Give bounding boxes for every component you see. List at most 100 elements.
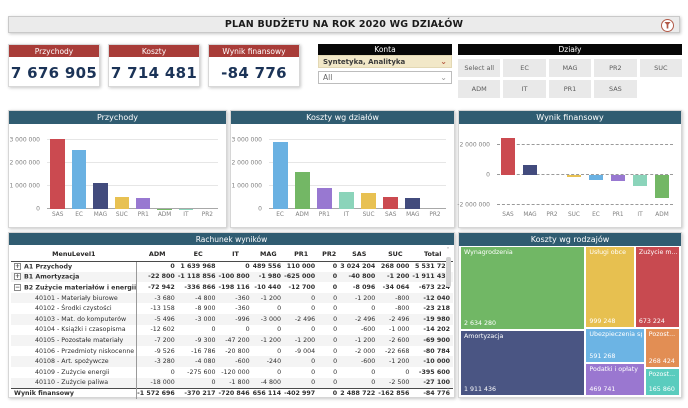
column-header-pr2[interactable]: PR2: [318, 247, 341, 262]
table-row[interactable]: 40110 - Zużycie paliwa -18 000 0 -1 800 -4 8…: [11, 377, 454, 389]
column-header-mag[interactable]: MAG: [252, 247, 285, 262]
bar-it[interactable]: [338, 192, 354, 209]
bar-it[interactable]: [632, 174, 648, 186]
treemap-label: Podatki i opłaty: [589, 366, 638, 373]
cell-value: 0: [211, 379, 216, 387]
dzialy-button-pr1[interactable]: PR1: [548, 80, 592, 98]
cell-value: -1 118 856: [177, 273, 216, 281]
table-row[interactable]: 40101 - Materiały biurowe -3 680 -4 800 -36…: [11, 292, 454, 304]
bar-sas[interactable]: [50, 138, 65, 209]
column-header-adm[interactable]: ADM: [136, 247, 178, 262]
kpi-card-koszty: Koszty 7 714 481: [108, 44, 200, 87]
treemap-node-amortyzacja[interactable]: Amortyzacja 1 911 436: [460, 330, 586, 396]
bar-column-ec: EC: [68, 134, 89, 218]
bar-pr1[interactable]: [316, 188, 332, 209]
dzialy-button-sas[interactable]: SAS: [594, 80, 637, 98]
scroll-down-icon[interactable]: ˅: [446, 388, 450, 395]
treemap-label: Pozost...: [648, 371, 676, 379]
treemap-node-pozost-[interactable]: Pozost... 268 424: [644, 327, 680, 369]
konta-level1-dropdown[interactable]: Syntetyka, Analityka ⌄: [318, 55, 452, 68]
cell-value: 0: [311, 358, 316, 366]
reset-filters-button[interactable]: [661, 18, 674, 32]
dzialy-button-ec[interactable]: EC: [503, 59, 546, 77]
expand-icon[interactable]: +: [14, 262, 21, 270]
konta-level2-dropdown[interactable]: All ⌄: [318, 71, 452, 84]
dzialy-button-suc[interactable]: SUC: [639, 59, 682, 77]
bar-pr1[interactable]: [610, 174, 626, 181]
bar-adm[interactable]: [294, 172, 310, 209]
column-header-ec[interactable]: EC: [177, 247, 219, 262]
treemap-node-pozost-[interactable]: Pozost... 165 860: [644, 368, 680, 396]
bar-ec[interactable]: [588, 174, 604, 181]
column-header-total[interactable]: Total: [412, 247, 454, 262]
column-header-pr1[interactable]: PR1: [284, 247, 319, 262]
table-row[interactable]: + A1 Przychody 0 1 639 968 0 489 556 110 000 0 3…: [11, 261, 453, 272]
treemap-node-ubezpieczenia-społec-[interactable]: Ubezpieczenia społec... 591 268: [585, 327, 645, 363]
column-header-sas[interactable]: SAS: [340, 247, 379, 262]
table-row[interactable]: + B1 Amortyzacja -22 800 -1 118 856 -100 800…: [11, 271, 454, 283]
treemap-node-wynagrodzenia[interactable]: Wynagrodzenia 2 634 280: [460, 246, 586, 330]
dzialy-button-select-all[interactable]: Select all: [458, 59, 501, 77]
treemap-node-zużycie-m-[interactable]: Zużycie m... 673 224: [634, 246, 680, 328]
cell-value: -1 200: [260, 294, 282, 302]
dzialy-button-mag[interactable]: MAG: [548, 59, 592, 77]
table-row[interactable]: Wynik finansowy -1 572 696 -370 217 -720 84…: [11, 387, 454, 399]
table-row[interactable]: 40102 - Środki czystości -13 158 -8 900 -36…: [11, 303, 453, 314]
cell-value: -1 000: [389, 326, 410, 334]
bar-suc[interactable]: [566, 174, 582, 178]
cell-value: 656 114: [252, 387, 285, 399]
cell-value: 0: [277, 326, 282, 334]
treemap-node-podatki-i-opłaty[interactable]: Podatki i opłaty 469 741: [585, 363, 645, 396]
x-tick-label: SAS: [51, 212, 64, 218]
bar-column-ec: EC: [269, 134, 291, 218]
cell-value: 0: [333, 347, 338, 355]
bar-mag[interactable]: [93, 182, 108, 209]
dzialy-button-it[interactable]: IT: [503, 80, 546, 98]
bar-suc[interactable]: [114, 197, 130, 209]
scrollbar-thumb[interactable]: [445, 257, 451, 287]
bar-ec[interactable]: [71, 150, 87, 209]
row-label: − B2 Zużycie materiałów i energii: [11, 282, 138, 293]
column-header-menulevel1[interactable]: MenuLevel1: [11, 247, 137, 262]
cell-value: -162 856: [378, 387, 413, 399]
table-scrollbar[interactable]: ˄ ˅: [444, 247, 452, 395]
treemap-label: Ubezpieczenia społec...: [589, 330, 641, 338]
bar-sas[interactable]: [383, 196, 399, 209]
x-tick-label: EC: [276, 212, 284, 218]
bar-column-pr1: PR1: [607, 134, 629, 218]
column-header-suc[interactable]: SUC: [378, 247, 413, 262]
table-row[interactable]: 40104 - Książki i czasopisma -12 602 0 0 0 0 0…: [11, 324, 453, 336]
table-row[interactable]: 40106 - Przedmioty niskocenne -9 526 -16 7…: [11, 345, 453, 357]
bar-pr1[interactable]: [135, 197, 151, 209]
table-row[interactable]: 40105 - Pozostałe materiały -7 200 -9 300 -…: [11, 335, 454, 346]
cell-value: -2 496: [294, 315, 316, 323]
expand-icon[interactable]: +: [14, 273, 21, 281]
cell-value: -3 000: [260, 315, 282, 323]
bar-sas[interactable]: [500, 137, 516, 175]
gridline: [269, 138, 446, 140]
dzialy-button-pr2[interactable]: PR2: [594, 59, 637, 77]
cell-value: -1 200: [387, 273, 410, 281]
row-label-text: 40103 - Mat. do komputerów: [35, 315, 127, 323]
table-row[interactable]: 40108 - Art. spożywcze -3 280 -4 080 -600 -2…: [11, 356, 454, 367]
bar-mag[interactable]: [522, 165, 538, 175]
cell-value: -800: [395, 305, 410, 313]
cell-value: -3 680: [154, 294, 175, 302]
cell-value: -240: [266, 358, 282, 366]
bar-adm[interactable]: [654, 174, 670, 199]
column-header-it[interactable]: IT: [218, 247, 253, 262]
scroll-up-icon[interactable]: ˄: [446, 247, 450, 254]
chart-body: 3 000 000 2 000 000 1 000 000 0 SAS EC MAG SUC…: [9, 124, 226, 227]
treemap-node-usługi-obce[interactable]: Usługi obce 999 248: [585, 246, 635, 328]
bar-ec[interactable]: [272, 141, 288, 209]
bar-suc[interactable]: [361, 193, 377, 209]
x-tick-label: IT: [637, 212, 643, 218]
collapse-icon[interactable]: −: [14, 283, 21, 291]
table-row[interactable]: 40103 - Mat. do komputerów -5 496 -3 000 -9…: [11, 313, 454, 325]
bar-mag[interactable]: [405, 197, 421, 209]
x-tick-label: ADM: [655, 212, 669, 218]
dzialy-button-adm[interactable]: ADM: [458, 80, 501, 98]
table-row[interactable]: 40109 - Zużycie energii 0 -275 600 -120 000…: [11, 366, 453, 378]
treemap-title: Koszty wg rodzajów: [459, 233, 681, 246]
table-row[interactable]: − B2 Zużycie materiałów i energii -72 942 -…: [11, 282, 453, 293]
